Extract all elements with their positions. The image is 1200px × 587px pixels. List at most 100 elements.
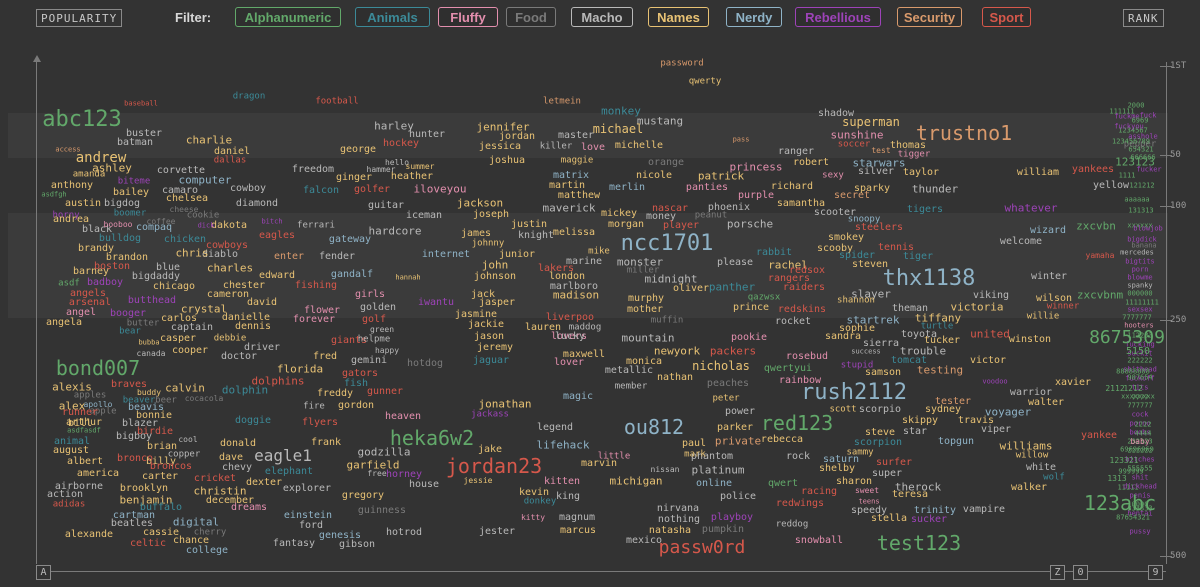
password-word[interactable]: fuckme — [1114, 112, 1140, 121]
password-word[interactable]: vampire — [962, 504, 1006, 515]
password-word[interactable]: benjamin — [119, 493, 173, 507]
password-word[interactable]: 6969 — [1131, 116, 1149, 125]
password-word[interactable]: hello — [384, 158, 410, 167]
password-word[interactable]: redwings — [775, 498, 825, 509]
password-word[interactable]: buffalo — [139, 502, 183, 513]
password-word[interactable]: golf — [361, 314, 387, 325]
password-word[interactable]: winner — [1046, 301, 1080, 312]
password-word[interactable]: digital — [172, 515, 220, 529]
password-word[interactable]: superman — [842, 115, 900, 129]
password-word[interactable]: buddy — [136, 388, 162, 397]
password-word[interactable]: winston — [1008, 334, 1052, 345]
password-word[interactable]: america — [76, 468, 120, 479]
password-word[interactable]: master — [557, 130, 595, 141]
password-word[interactable]: wilson — [1035, 293, 1073, 304]
password-word[interactable]: boobs — [1129, 428, 1151, 437]
password-word[interactable]: joseph — [472, 209, 510, 220]
password-word[interactable]: paul — [681, 438, 707, 449]
password-word[interactable]: killer — [539, 141, 573, 152]
password-word[interactable]: dakota — [210, 220, 248, 231]
password-word[interactable]: startrek — [846, 313, 900, 327]
password-word[interactable]: internet — [421, 249, 471, 260]
password-word[interactable]: blue — [155, 262, 181, 273]
password-word[interactable]: warrior — [1009, 387, 1053, 398]
password-word[interactable]: biteme — [117, 176, 151, 187]
password-word[interactable]: toyota — [900, 329, 938, 340]
password-word[interactable]: beatles — [110, 518, 154, 529]
password-word[interactable]: david — [246, 297, 278, 308]
password-word[interactable]: 88888888 — [1116, 367, 1150, 376]
password-word[interactable]: victoria — [950, 300, 1004, 314]
password-word[interactable]: broncos — [149, 461, 193, 472]
password-word[interactable]: success — [851, 347, 881, 356]
password-word[interactable]: nissan — [650, 465, 680, 474]
password-word[interactable]: runner — [61, 407, 99, 418]
password-word[interactable]: thunder — [911, 182, 959, 196]
password-word[interactable]: scorpio — [858, 404, 902, 415]
password-word[interactable]: player — [662, 220, 700, 231]
password-word[interactable]: 1313 — [1107, 474, 1127, 483]
password-word[interactable]: fishing — [294, 280, 338, 291]
password-word[interactable]: zzzzzz — [1127, 446, 1153, 455]
password-word[interactable]: booger — [109, 308, 147, 319]
password-word[interactable]: martin — [548, 180, 586, 191]
password-word[interactable]: test123 — [876, 531, 962, 555]
password-word[interactable]: heaven — [384, 411, 422, 422]
password-word[interactable]: apple — [89, 406, 117, 417]
password-word[interactable]: brian — [146, 441, 178, 452]
password-word[interactable]: marvin — [580, 458, 618, 469]
password-word[interactable]: marlboro — [549, 281, 599, 292]
password-word[interactable]: maverick — [542, 201, 596, 215]
sort-9-button[interactable]: 9 — [1148, 565, 1163, 580]
password-word[interactable]: action — [46, 489, 84, 500]
password-word[interactable]: copper — [167, 449, 201, 460]
password-word[interactable]: andrew — [75, 150, 127, 166]
password-word[interactable]: michigan — [609, 474, 663, 488]
password-word[interactable]: racing — [800, 486, 838, 497]
password-word[interactable]: golfer — [353, 184, 391, 195]
password-word[interactable]: beer — [155, 395, 177, 406]
password-word[interactable]: hockey — [382, 138, 420, 149]
password-word[interactable]: walker — [1010, 482, 1048, 493]
password-word[interactable]: braves — [110, 379, 148, 390]
password-word[interactable]: rachel — [768, 258, 808, 272]
password-word[interactable]: happy — [374, 346, 400, 355]
password-word[interactable]: bubba — [138, 338, 160, 347]
password-word[interactable]: cassie — [142, 527, 180, 538]
password-word[interactable]: college — [185, 545, 229, 556]
password-word[interactable]: porsche — [726, 217, 774, 231]
password-word[interactable]: 7777777 — [1122, 313, 1152, 322]
password-word[interactable]: 4444 — [1134, 429, 1152, 438]
password-word[interactable]: yellow — [1092, 180, 1130, 191]
password-word[interactable]: trinity — [913, 505, 957, 516]
password-word[interactable]: nascar — [651, 203, 689, 214]
password-word[interactable]: ncc1701 — [620, 231, 714, 256]
password-word[interactable]: batman — [116, 137, 154, 148]
password-word[interactable]: newyork — [653, 344, 701, 358]
password-word[interactable]: password — [660, 58, 704, 69]
password-word[interactable]: carter — [141, 471, 179, 482]
password-word[interactable]: winter — [1030, 271, 1068, 282]
password-word[interactable]: melissa — [552, 227, 596, 238]
password-word[interactable]: turtle — [920, 321, 954, 332]
password-word[interactable]: magnum — [558, 512, 596, 523]
password-word[interactable]: sophie — [838, 323, 876, 334]
password-word[interactable]: playboy — [710, 512, 754, 523]
password-word[interactable]: beaver — [122, 395, 156, 406]
password-word[interactable]: eagles — [258, 230, 296, 241]
password-word[interactable]: football — [315, 96, 359, 107]
password-word[interactable]: gators — [341, 368, 379, 379]
password-word[interactable]: 123abc — [1083, 491, 1157, 515]
password-word[interactable]: michael — [592, 122, 644, 136]
password-word[interactable]: cocacola — [184, 394, 224, 403]
password-word[interactable]: muffin — [650, 315, 684, 326]
password-word[interactable]: alexande — [64, 529, 114, 540]
password-word[interactable]: giants — [330, 335, 368, 346]
password-word[interactable]: surfer — [875, 457, 913, 468]
password-word[interactable]: tigger — [897, 149, 931, 160]
password-word[interactable]: bear — [119, 326, 141, 337]
password-word[interactable]: sunshine — [830, 128, 884, 142]
password-word[interactable]: asdf — [58, 278, 80, 289]
password-word[interactable]: purple — [737, 190, 775, 201]
password-word[interactable]: asshole — [1128, 132, 1158, 141]
